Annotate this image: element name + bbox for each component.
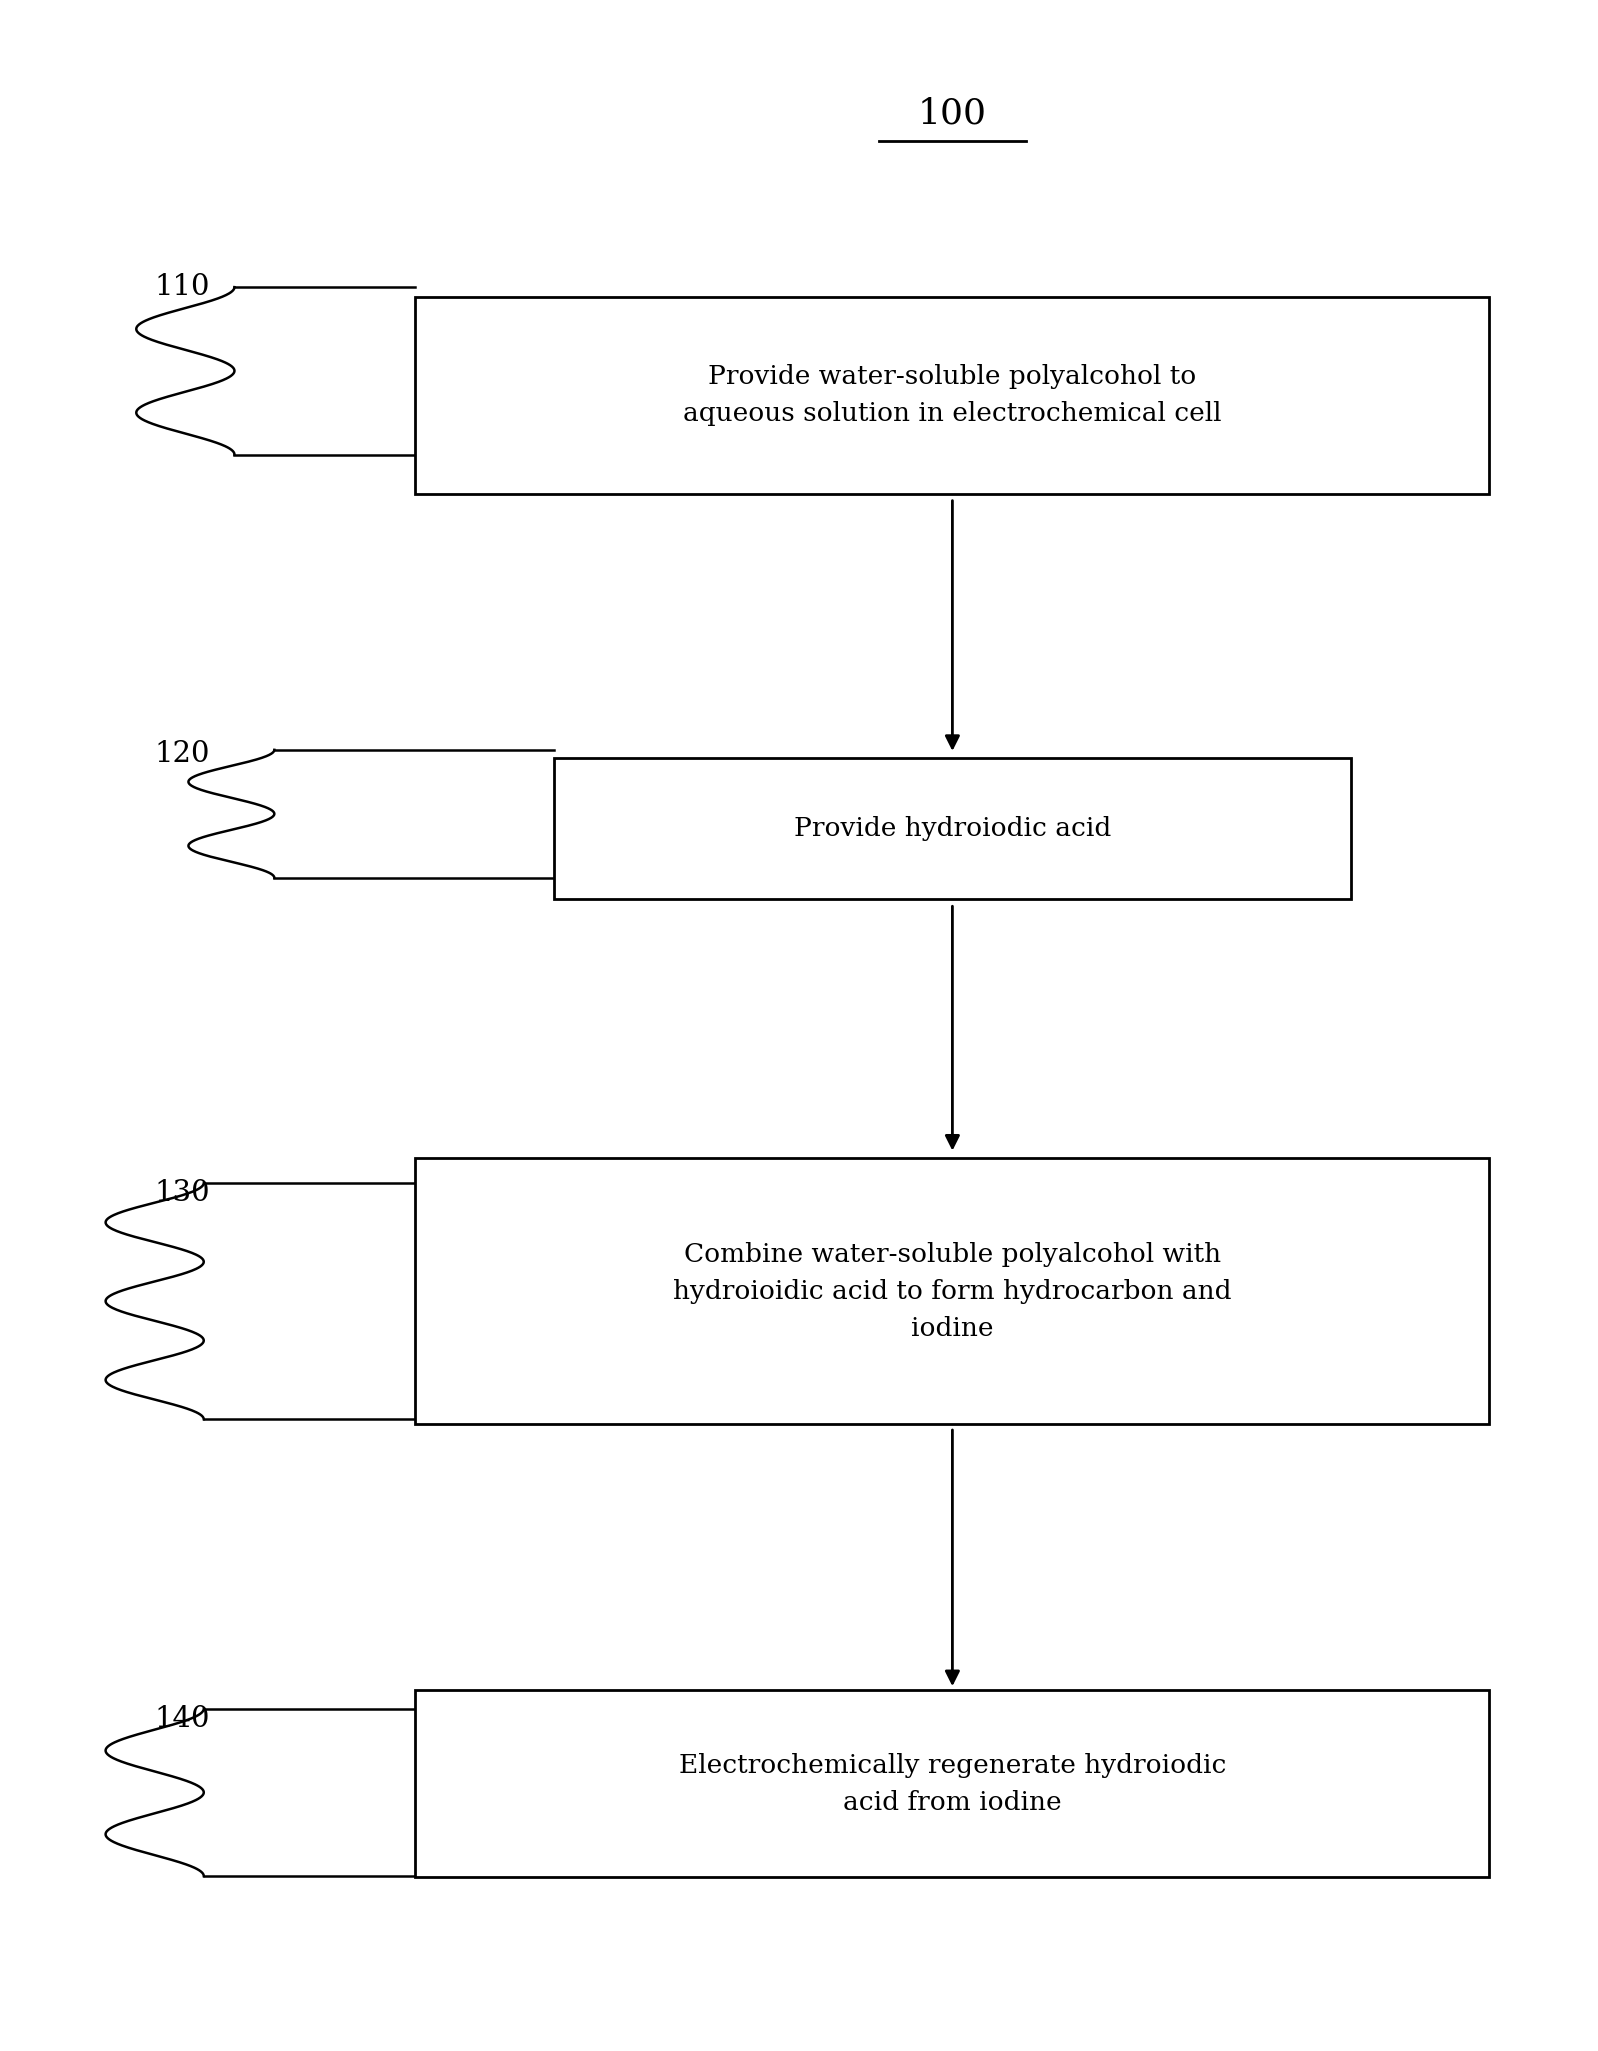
FancyBboxPatch shape: [553, 757, 1352, 900]
Text: 120: 120: [155, 740, 211, 767]
Text: Provide hydroiodic acid: Provide hydroiodic acid: [794, 816, 1111, 841]
Text: Provide water-soluble polyalcohol to
aqueous solution in electrochemical cell: Provide water-soluble polyalcohol to aqu…: [684, 365, 1221, 427]
Text: Combine water-soluble polyalcohol with
hydroioidic acid to form hydrocarbon and
: Combine water-soluble polyalcohol with h…: [673, 1241, 1232, 1341]
Text: 110: 110: [155, 273, 211, 301]
Text: Electrochemically regenerate hydroiodic
acid from iodine: Electrochemically regenerate hydroiodic …: [679, 1752, 1226, 1815]
FancyBboxPatch shape: [415, 1690, 1489, 1877]
Text: 100: 100: [917, 96, 988, 131]
Text: 130: 130: [155, 1179, 211, 1206]
Text: 140: 140: [155, 1704, 211, 1733]
FancyBboxPatch shape: [415, 297, 1489, 494]
FancyBboxPatch shape: [415, 1159, 1489, 1423]
